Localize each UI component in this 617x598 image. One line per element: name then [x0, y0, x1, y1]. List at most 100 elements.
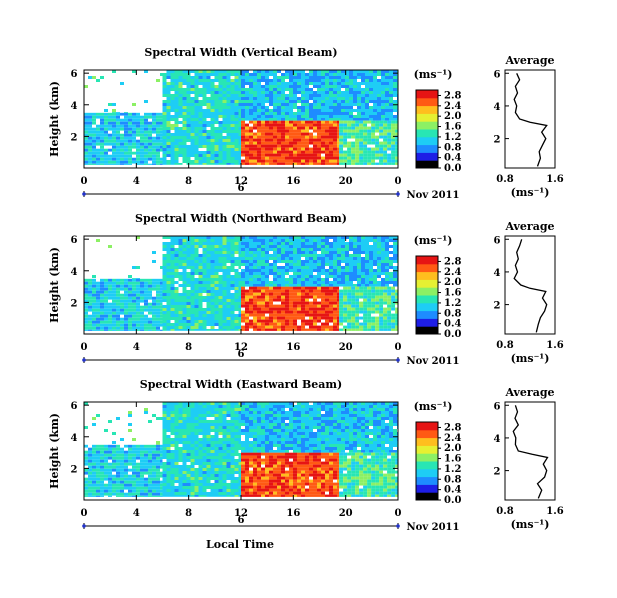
heatmap-cell: [273, 248, 277, 251]
heatmap-cell: [341, 112, 345, 115]
heatmap-cell: [234, 151, 239, 154]
heatmap-cell: [100, 82, 104, 85]
heatmap-cell: [285, 135, 289, 139]
heatmap-cell: [84, 163, 88, 165]
heatmap-cell: [218, 160, 223, 163]
heatmap-cell: [301, 295, 305, 299]
heatmap-cell: [361, 266, 365, 269]
heatmap-cell: [84, 121, 88, 125]
heatmap-cell: [160, 251, 163, 254]
heatmap-cell: [214, 157, 219, 160]
heatmap-cell: [333, 257, 337, 260]
heatmap-cell: [120, 118, 124, 122]
heatmap-cell: [190, 248, 195, 251]
heatmap-cell: [277, 236, 281, 239]
heatmap-cell: [182, 121, 187, 124]
heatmap-cell: [178, 257, 183, 260]
heatmap-cell: [226, 263, 231, 266]
heatmap-cell: [301, 147, 305, 151]
heatmap-cell: [297, 272, 301, 275]
heatmap-cell: [245, 248, 249, 251]
heatmap-cell: [152, 275, 156, 278]
heatmap-cell: [112, 248, 116, 251]
heatmap-cell: [245, 106, 249, 109]
heatmap-cell: [136, 112, 140, 116]
heatmap-cell: [325, 109, 329, 112]
heatmap-cell: [357, 79, 361, 82]
heatmap-cell: [132, 260, 136, 263]
heatmap-cell: [148, 269, 152, 272]
heatmap-cell: [281, 236, 285, 239]
heatmap-cell: [170, 139, 175, 142]
heatmap-cell: [325, 112, 329, 115]
heatmap-cell: [152, 239, 156, 242]
heatmap-cell: [293, 162, 297, 165]
heatmap-cell: [190, 121, 195, 124]
heatmap-cell: [112, 278, 116, 279]
heatmap-cell: [321, 269, 325, 272]
heatmap-cell: [359, 129, 364, 133]
heatmap-cell: [253, 97, 257, 100]
heatmap-cell: [128, 248, 132, 251]
heatmap-cell: [156, 118, 160, 122]
heatmap-cell: [381, 73, 385, 76]
heatmap-cell: [222, 127, 227, 130]
heatmap-cell: [104, 88, 108, 91]
heatmap-cell: [156, 305, 160, 309]
heatmap-cell: [222, 266, 227, 269]
heatmap-cell: [108, 245, 112, 248]
heatmap-cell: [226, 97, 231, 100]
heatmap-cell: [337, 278, 341, 281]
heatmap-cell: [238, 130, 241, 133]
heatmap-cell: [293, 248, 297, 251]
heatmap-cell: [253, 123, 257, 127]
heatmap-cell: [261, 251, 265, 254]
heatmap-cell: [313, 97, 317, 100]
heatmap-cell: [357, 266, 361, 269]
heatmap-cell: [88, 160, 92, 164]
heatmap-cell: [88, 142, 92, 146]
heatmap-cell: [337, 289, 340, 293]
heatmap-cell: [160, 326, 163, 330]
heatmap-cell: [96, 118, 100, 122]
heatmap-cell: [136, 323, 140, 327]
heatmap-cell: [226, 85, 231, 88]
heatmap-cell: [104, 148, 108, 152]
heatmap-cell: [325, 269, 329, 272]
heatmap-cell: [104, 112, 108, 113]
heatmap-cell: [289, 147, 293, 151]
heatmap-cell: [377, 263, 381, 266]
heatmap-cell: [226, 142, 231, 145]
heatmap-cell: [112, 326, 116, 330]
heatmap-cell: [152, 115, 156, 119]
heatmap-cell: [301, 304, 305, 308]
heatmap-cell: [333, 88, 337, 91]
heatmap-cell: [162, 293, 167, 296]
heatmap-cell: [136, 311, 140, 315]
heatmap-cell: [309, 295, 313, 299]
heatmap-cell: [281, 109, 285, 112]
heatmap-cell: [226, 136, 231, 139]
heatmap-cell: [321, 266, 325, 269]
heatmap-cell: [92, 124, 96, 128]
heatmap-cell: [281, 263, 285, 266]
heatmap-cell: [234, 290, 239, 293]
heatmap-cell: [144, 97, 148, 100]
heatmap-cell: [301, 322, 305, 326]
heatmap-cell: [206, 326, 211, 329]
heatmap-cell: [293, 156, 297, 160]
heatmap-cell: [88, 130, 92, 134]
heatmap-cell: [202, 109, 207, 112]
heatmap-cell: [202, 94, 207, 97]
heatmap-cell: [234, 251, 239, 254]
heatmap-cell: [357, 275, 361, 278]
heatmap-cell: [365, 257, 369, 260]
heatmap-cell: [92, 115, 96, 119]
heatmap-cell: [373, 257, 377, 260]
heatmap-cell: [357, 254, 361, 257]
heatmap-cell: [124, 112, 128, 116]
heatmap-cell: [202, 326, 207, 329]
heatmap-cell: [226, 323, 231, 326]
colorbar-band: [416, 136, 438, 146]
heatmap-cell: [202, 275, 207, 278]
